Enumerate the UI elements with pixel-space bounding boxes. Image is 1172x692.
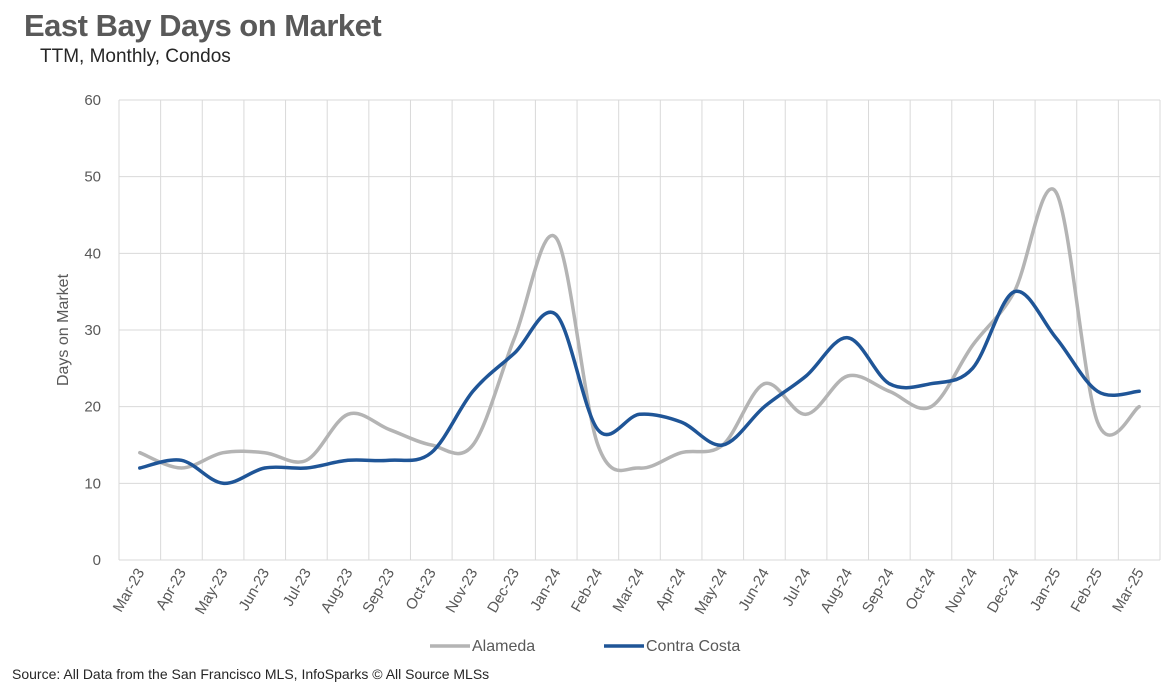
x-tick-label: Aug-23 xyxy=(318,566,357,616)
x-tick-label: Jan-25 xyxy=(1027,566,1065,614)
x-tick-label: Jul-24 xyxy=(779,566,814,610)
y-tick-label: 10 xyxy=(84,475,101,492)
x-tick-label: Sep-24 xyxy=(859,566,898,616)
page-subtitle: TTM, Monthly, Condos xyxy=(40,46,231,67)
legend-label-contra-costa: Contra Costa xyxy=(646,638,740,655)
y-axis-label: Days on Market xyxy=(55,273,72,386)
x-tick-label: Jul-23 xyxy=(280,566,315,610)
x-tick-label: Dec-24 xyxy=(984,566,1023,616)
source-note: Source: All Data from the San Francisco … xyxy=(12,666,490,682)
x-tick-label: Mar-24 xyxy=(609,566,647,616)
x-tick-label: Nov-23 xyxy=(443,566,482,616)
x-tick-label: Aug-24 xyxy=(817,566,856,616)
y-tick-label: 20 xyxy=(84,399,101,416)
y-tick-label: 50 xyxy=(84,169,101,186)
x-tick-label: Mar-23 xyxy=(110,566,148,616)
x-tick-label: Oct-23 xyxy=(403,566,440,613)
y-tick-label: 40 xyxy=(84,245,101,262)
x-tick-label: Apr-23 xyxy=(153,566,190,613)
x-tick-label: Feb-24 xyxy=(568,566,606,616)
x-tick-label: Jun-24 xyxy=(735,566,773,614)
legend: Alameda Contra Costa xyxy=(430,638,740,655)
x-tick-label: May-23 xyxy=(192,566,232,618)
y-tick-label: 60 xyxy=(84,92,101,109)
x-tick-label: Sep-23 xyxy=(359,566,398,616)
x-tick-label: Oct-24 xyxy=(902,566,939,613)
x-tick-label: Apr-24 xyxy=(652,566,689,613)
x-tick-label: Dec-23 xyxy=(484,566,523,616)
series-line-contra-costa xyxy=(138,289,1141,486)
x-tick-label: Mar-25 xyxy=(1109,566,1147,616)
x-tick-label: Jun-23 xyxy=(236,566,274,614)
legend-label-alameda: Alameda xyxy=(472,638,535,655)
x-tick-labels: Mar-23 Apr-23 May-23 Jun-23 Jul-23 Aug-23 Sep-… xyxy=(110,566,1148,618)
x-tick-label: Feb-25 xyxy=(1068,566,1106,616)
page-title: East Bay Days on Market xyxy=(24,8,382,43)
x-tick-label: Nov-24 xyxy=(942,566,981,616)
y-tick-label: 30 xyxy=(84,322,101,339)
y-tick-labels: 0 10 20 30 40 50 60 xyxy=(84,92,101,569)
y-tick-label: 0 xyxy=(93,552,101,569)
x-tick-label: May-24 xyxy=(692,566,732,618)
x-tick-label: Jan-24 xyxy=(527,566,565,614)
grid-lines xyxy=(118,99,1161,561)
series-lines xyxy=(138,187,1141,486)
